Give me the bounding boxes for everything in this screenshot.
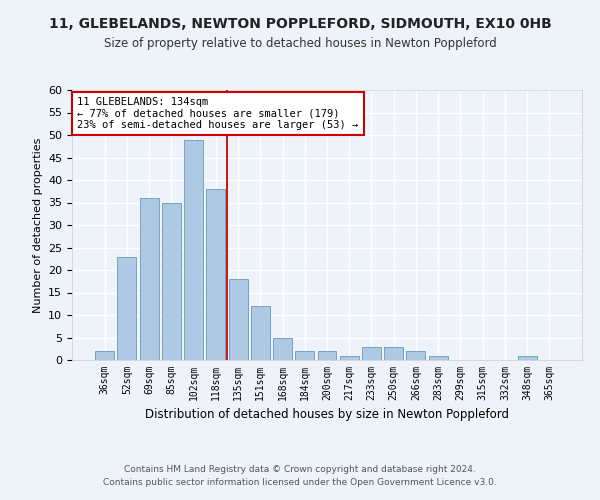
Text: Contains public sector information licensed under the Open Government Licence v3: Contains public sector information licen… <box>103 478 497 487</box>
Text: 11 GLEBELANDS: 134sqm
← 77% of detached houses are smaller (179)
23% of semi-det: 11 GLEBELANDS: 134sqm ← 77% of detached … <box>77 97 358 130</box>
Bar <box>429 356 448 360</box>
Bar <box>295 351 314 360</box>
Bar <box>118 256 136 360</box>
Text: 11, GLEBELANDS, NEWTON POPPLEFORD, SIDMOUTH, EX10 0HB: 11, GLEBELANDS, NEWTON POPPLEFORD, SIDMO… <box>49 18 551 32</box>
X-axis label: Distribution of detached houses by size in Newton Poppleford: Distribution of detached houses by size … <box>145 408 509 422</box>
Bar <box>206 189 225 360</box>
Bar <box>95 351 114 360</box>
Bar <box>162 202 181 360</box>
Bar <box>317 351 337 360</box>
Bar <box>384 346 403 360</box>
Bar <box>406 351 425 360</box>
Text: Size of property relative to detached houses in Newton Poppleford: Size of property relative to detached ho… <box>104 38 496 51</box>
Bar <box>251 306 270 360</box>
Bar <box>340 356 359 360</box>
Bar <box>273 338 292 360</box>
Bar <box>518 356 536 360</box>
Bar <box>362 346 381 360</box>
Bar <box>184 140 203 360</box>
Bar <box>140 198 158 360</box>
Bar <box>229 279 248 360</box>
Y-axis label: Number of detached properties: Number of detached properties <box>32 138 43 312</box>
Text: Contains HM Land Registry data © Crown copyright and database right 2024.: Contains HM Land Registry data © Crown c… <box>124 466 476 474</box>
